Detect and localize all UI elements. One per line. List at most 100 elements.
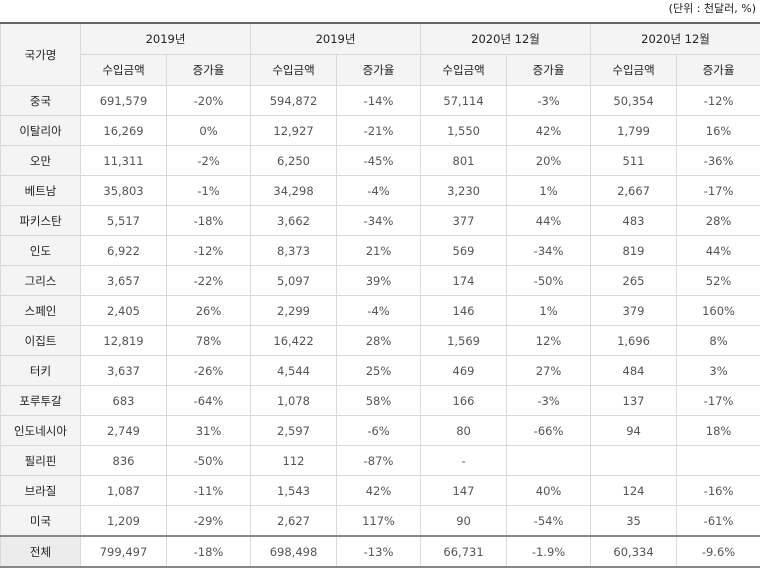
amount-header: 수입금액 [421,55,507,86]
amount-cell: 836 [81,446,167,476]
amount-cell: 3,230 [421,176,507,206]
amount-header: 수입금액 [251,55,337,86]
amount-cell: 6,922 [81,236,167,266]
amount-cell: 112 [251,446,337,476]
amount-cell: 3,657 [81,266,167,296]
growth-cell: -12% [167,236,251,266]
growth-cell: -13% [337,536,421,567]
amount-cell: 50,354 [591,86,677,116]
amount-cell: 35,803 [81,176,167,206]
amount-cell: 16,269 [81,116,167,146]
country-cell: 이탈리아 [1,116,81,146]
growth-cell: -36% [677,146,760,176]
growth-cell: -45% [337,146,421,176]
group-header: 2020년 12월 [421,23,591,55]
import-table: 국가명 2019년 2019년 2020년 12월 2020년 12월 수입금액… [0,22,760,568]
growth-cell: 1% [507,296,591,326]
country-cell: 이집트 [1,326,81,356]
growth-cell: -50% [167,446,251,476]
amount-cell: 124 [591,476,677,506]
growth-cell: -14% [337,86,421,116]
growth-cell: -29% [167,506,251,537]
growth-cell: -21% [337,116,421,146]
amount-cell: 16,422 [251,326,337,356]
amount-cell: 1,209 [81,506,167,537]
amount-cell: 801 [421,146,507,176]
amount-cell: 3,637 [81,356,167,386]
header-row-metrics: 수입금액 증가율 수입금액 증가율 수입금액 증가율 수입금액 증가율 [1,55,760,86]
amount-cell: 174 [421,266,507,296]
country-cell: 전체 [1,536,81,567]
amount-cell: 166 [421,386,507,416]
country-cell: 베트남 [1,176,81,206]
amount-header: 수입금액 [591,55,677,86]
growth-cell: -1% [167,176,251,206]
growth-cell: -4% [337,296,421,326]
amount-cell: 698,498 [251,536,337,567]
amount-cell: 94 [591,416,677,446]
growth-cell: 44% [677,236,760,266]
group-header: 2019년 [81,23,251,55]
amount-cell: 146 [421,296,507,326]
amount-cell: 2,299 [251,296,337,326]
growth-cell: 40% [507,476,591,506]
header-row-years: 국가명 2019년 2019년 2020년 12월 2020년 12월 [1,23,760,55]
amount-cell: 484 [591,356,677,386]
growth-cell: -18% [167,536,251,567]
amount-cell: 483 [591,206,677,236]
growth-cell: 58% [337,386,421,416]
amount-cell: 4,544 [251,356,337,386]
amount-cell: 3,662 [251,206,337,236]
growth-cell: 39% [337,266,421,296]
amount-cell: 2,749 [81,416,167,446]
country-cell: 파키스탄 [1,206,81,236]
growth-cell: -26% [167,356,251,386]
growth-cell: -6% [337,416,421,446]
country-cell: 인도네시아 [1,416,81,446]
amount-cell: 683 [81,386,167,416]
country-cell: 인도 [1,236,81,266]
growth-cell: -66% [507,416,591,446]
growth-cell: 20% [507,146,591,176]
amount-cell: 12,819 [81,326,167,356]
growth-header: 증가율 [677,55,760,86]
growth-cell: 16% [677,116,760,146]
amount-cell: 66,731 [421,536,507,567]
amount-cell: 147 [421,476,507,506]
amount-cell: 80 [421,416,507,446]
growth-cell: 1% [507,176,591,206]
amount-cell: 594,872 [251,86,337,116]
amount-cell: 511 [591,146,677,176]
growth-cell: -20% [167,86,251,116]
growth-cell: 21% [337,236,421,266]
growth-cell: -50% [507,266,591,296]
growth-cell: -11% [167,476,251,506]
amount-cell: 90 [421,506,507,537]
growth-cell: -3% [507,86,591,116]
amount-cell: 137 [591,386,677,416]
growth-cell: 78% [167,326,251,356]
growth-cell: -9.6% [677,536,760,567]
growth-header: 증가율 [167,55,251,86]
growth-cell [507,446,591,476]
growth-cell: -3% [507,386,591,416]
growth-cell: 0% [167,116,251,146]
amount-cell: 469 [421,356,507,386]
country-cell: 브라질 [1,476,81,506]
amount-cell: 11,311 [81,146,167,176]
growth-cell: -12% [677,86,760,116]
country-cell: 그리스 [1,266,81,296]
growth-cell: 31% [167,416,251,446]
growth-cell: -16% [677,476,760,506]
growth-cell: -2% [167,146,251,176]
